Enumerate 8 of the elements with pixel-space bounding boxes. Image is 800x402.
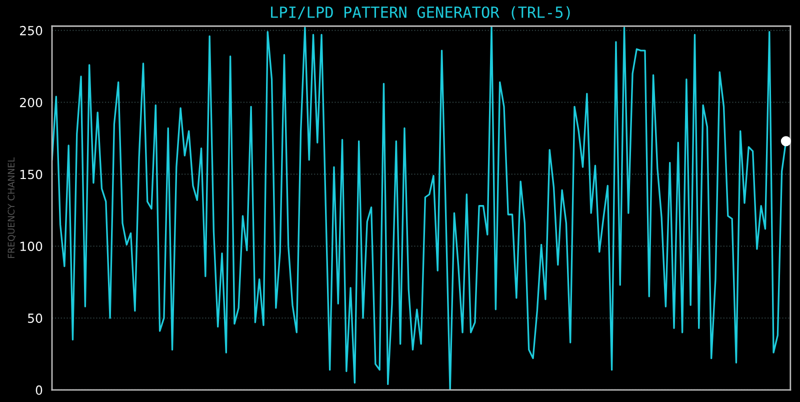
y-tick-label: 50 — [28, 314, 42, 323]
y-axis-title: FREQUENCY CHANNEL — [8, 157, 16, 258]
y-tick-label: 150 — [20, 170, 42, 180]
chart-title: LPI/LPD PATTERN GENERATOR (TRL-5) — [271, 6, 570, 20]
y-tick-label: 250 — [20, 26, 42, 36]
y-tick-label: 200 — [20, 98, 42, 108]
y-tick-label: 100 — [20, 242, 42, 252]
y-tick-label: 0 — [36, 385, 42, 395]
